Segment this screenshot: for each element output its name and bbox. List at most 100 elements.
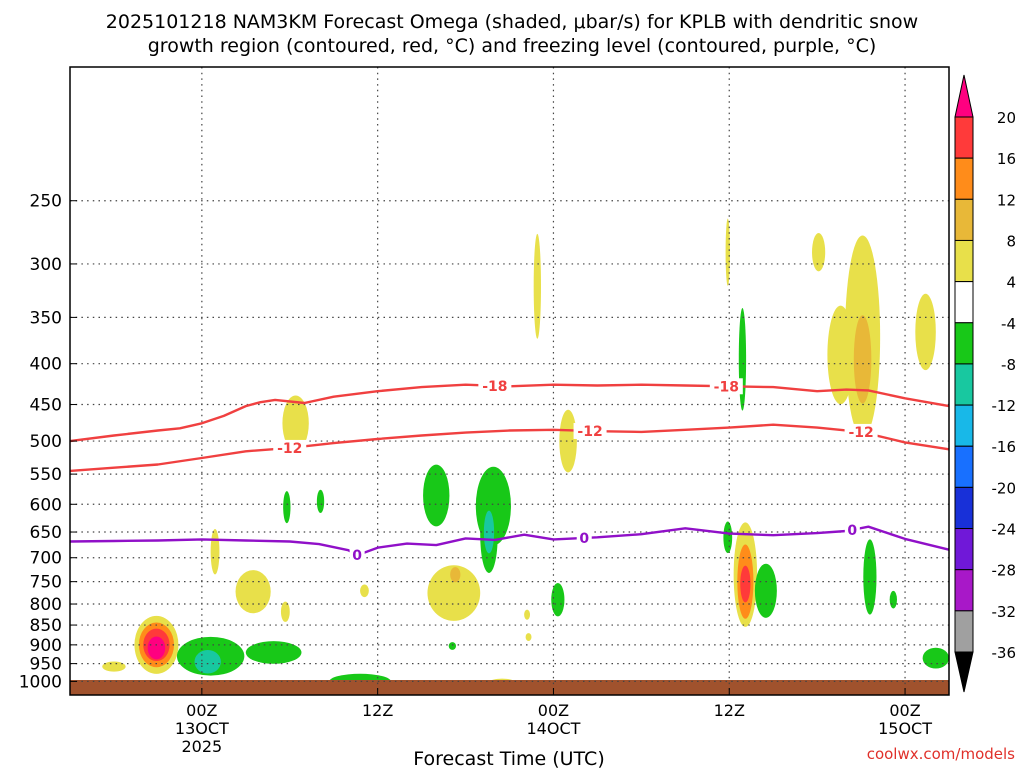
contour-line-0 xyxy=(69,383,950,443)
y-tick-label: 900 xyxy=(30,636,62,656)
pressure-axis: 2503003504004505005506006507007508008509… xyxy=(19,192,77,692)
omega-area-8 xyxy=(235,570,271,614)
contour-label: -18 xyxy=(714,379,739,395)
colorbar-label: 8 xyxy=(1006,232,1016,250)
x-axis-title: Forecast Time (UTC) xyxy=(413,748,604,768)
y-tick-label: 450 xyxy=(30,396,62,416)
omega-area-10 xyxy=(282,395,309,452)
omega-area-9 xyxy=(210,529,220,575)
y-tick-label: 400 xyxy=(30,355,62,375)
colorbar-top-arrow xyxy=(954,74,974,118)
y-tick-label: 650 xyxy=(30,523,62,543)
y-tick-label: 500 xyxy=(30,432,62,452)
x-tick-label: 13OCT xyxy=(175,719,229,738)
colorbar-label: -20 xyxy=(992,479,1017,497)
contour-label-bg xyxy=(709,378,743,395)
colorbar-segment-8 xyxy=(954,445,974,488)
colorbar-segment-2 xyxy=(954,198,974,241)
colorbar-label: 12 xyxy=(997,191,1016,209)
omega-area-23 xyxy=(524,609,531,620)
omega-area-14 xyxy=(360,584,369,598)
omega-area-29 xyxy=(725,218,730,286)
y-tick-label: 350 xyxy=(30,308,62,328)
contour-label: -12 xyxy=(277,441,302,457)
colorbar-segment-6 xyxy=(954,363,974,406)
contour-label-bg xyxy=(273,439,307,456)
y-tick-label: 800 xyxy=(30,595,62,615)
x-tick-label: 12Z xyxy=(714,701,745,720)
colorbar-segment-9 xyxy=(954,486,974,530)
x-tick-label: 00Z xyxy=(538,701,569,720)
contour-line-2 xyxy=(69,525,950,557)
colorbar-bottom-arrow xyxy=(954,651,974,693)
omega-area-34 xyxy=(740,565,751,603)
colorbar-label: -4 xyxy=(1001,315,1016,333)
colorbar-label: 16 xyxy=(997,150,1016,168)
omega-area-42 xyxy=(915,293,936,371)
omega-area-35 xyxy=(754,563,777,618)
contour-label: 0 xyxy=(352,548,362,564)
colorbar-label: -16 xyxy=(992,438,1017,456)
omega-area-4 xyxy=(102,661,126,672)
omega-area-41 xyxy=(889,590,897,609)
y-tick-label: 300 xyxy=(30,255,62,275)
omega-area-30 xyxy=(738,308,747,411)
y-tick-label: 950 xyxy=(30,655,62,675)
colorbar-label: -28 xyxy=(992,562,1017,580)
y-tick-label: 550 xyxy=(30,465,62,485)
omega-area-17 xyxy=(450,567,461,583)
omega-colorbar: 20 16 12 8 4 -4 -8 -12 -16 -20 -24 -28 -32 -36 xyxy=(954,74,1017,693)
colorbar-segment-12 xyxy=(954,610,974,653)
omega-area-3 xyxy=(147,636,166,660)
colorbar-label: -32 xyxy=(992,603,1017,621)
source-credit: coolwx.com/models xyxy=(867,745,1015,763)
omega-area-7 xyxy=(194,650,221,674)
omega-area-40 xyxy=(863,539,877,615)
contour-label: -18 xyxy=(482,379,507,395)
omega-area-43 xyxy=(922,647,949,669)
y-tick-label: 1000 xyxy=(19,672,62,692)
chart-title-line-2: growth region (contoured, red, °C) and f… xyxy=(148,35,877,57)
x-tick-label: 00Z xyxy=(889,701,920,720)
contour-label: -12 xyxy=(577,424,602,440)
omega-area-21 xyxy=(483,510,495,554)
y-tick-label: 600 xyxy=(30,495,62,515)
x-tick-label: 14OCT xyxy=(526,719,580,738)
omega-area-6 xyxy=(245,641,302,664)
omega-area-31 xyxy=(723,521,733,554)
contour-label-bg xyxy=(576,529,592,546)
omega-area-11 xyxy=(280,601,290,622)
colorbar-label: -12 xyxy=(992,397,1017,415)
colorbar-segment-4 xyxy=(954,281,974,324)
colorbar-label: -36 xyxy=(992,644,1017,662)
colorbar-label: 20 xyxy=(997,109,1016,127)
omega-area-24 xyxy=(525,633,532,642)
colorbar-segment-0 xyxy=(954,116,974,159)
colorbar-label: 4 xyxy=(1006,274,1016,292)
colorbar-segment-11 xyxy=(954,569,974,612)
plot-frame xyxy=(69,66,950,696)
chart-title-line-1: 2025101218 NAM3KM Forecast Omega (shaded… xyxy=(106,11,918,33)
colorbar-segment-3 xyxy=(954,239,974,283)
y-tick-label: 850 xyxy=(30,616,62,636)
contour-label: 0 xyxy=(847,523,857,539)
pressure-gridlines xyxy=(70,67,949,695)
contour-label-bg xyxy=(573,422,607,439)
contour-label-bg xyxy=(844,423,878,440)
x-tick-label: 15OCT xyxy=(878,719,932,738)
colorbar-segment-10 xyxy=(954,528,974,571)
colorbar-segment-1 xyxy=(954,157,974,200)
temperature-contours: -18 -18 -12 -12 -12 0 0 0 xyxy=(69,377,950,564)
colorbar-segment-7 xyxy=(954,404,974,447)
x-tick-label: 00Z xyxy=(186,701,217,720)
omega-area-18 xyxy=(423,464,450,527)
colorbar-segment-5 xyxy=(954,322,974,365)
contour-label: -12 xyxy=(848,425,873,441)
x-tick-label: 12Z xyxy=(362,701,393,720)
omega-area-13 xyxy=(316,489,325,514)
omega-area-28 xyxy=(559,409,577,473)
omega-area-27 xyxy=(533,233,541,339)
contour-label: 0 xyxy=(579,531,589,547)
omega-area-26 xyxy=(551,582,565,617)
